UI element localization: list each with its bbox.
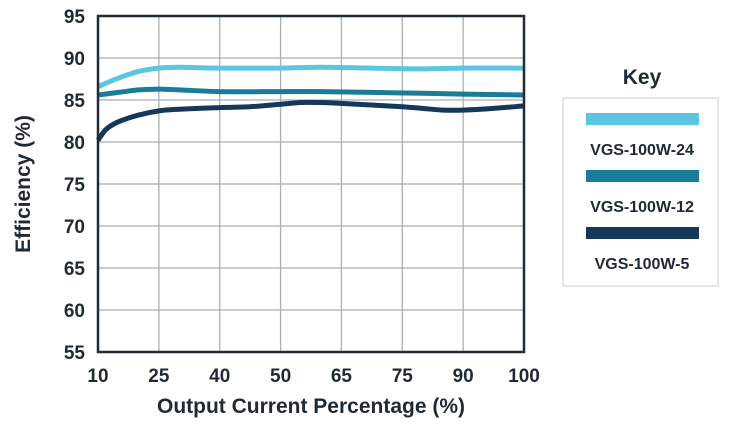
y-tick-label: 85 [64,91,86,112]
series-line-vgs-100w-24 [97,64,525,89]
y-tick-label: 60 [64,301,85,322]
series-line-vgs-100w-5 [95,99,525,142]
legend-label: VGS-100W-24 [590,142,694,159]
y-tick-label: 75 [64,175,86,196]
x-tick-label: 90 [453,366,474,387]
legend-label: VGS-100W-12 [590,199,694,216]
y-axis-title: Efficiency (%) [12,115,35,253]
y-tick-label: 90 [64,49,85,70]
x-tick-label: 10 [87,366,108,387]
y-tick-label: 80 [64,133,85,154]
x-tick-label: 75 [392,366,414,387]
x-tick-label: 40 [209,366,230,387]
series-line-vgs-100w-12 [97,86,525,98]
y-tick-label: 95 [64,7,86,28]
y-tick-labels: 95 90 85 80 75 70 65 60 55 [64,7,86,364]
x-tick-label: 100 [508,366,540,387]
legend-box [562,97,719,287]
y-tick-label: 70 [64,217,85,238]
legend-title: Key [623,66,662,89]
legend: Key VGS-100W-24 VGS-100W-12 VGS-100W-5 [562,66,719,287]
x-tick-label: 65 [331,366,353,387]
legend-swatch [586,113,699,125]
grid [98,16,524,352]
x-tick-label: 50 [270,366,291,387]
y-tick-label: 55 [64,343,86,364]
legend-swatch [586,170,699,182]
x-axis-title: Output Current Percentage (%) [157,395,465,418]
plot-frame [96,14,526,354]
legend-swatch [586,227,699,239]
series-lines [95,64,525,142]
y-tick-label: 65 [64,259,86,280]
x-tick-labels: 10 25 40 50 65 75 90 100 [87,366,539,387]
legend-label: VGS-100W-5 [595,256,690,273]
legend-items: VGS-100W-24 VGS-100W-12 VGS-100W-5 [586,113,699,273]
x-tick-label: 25 [148,366,170,387]
